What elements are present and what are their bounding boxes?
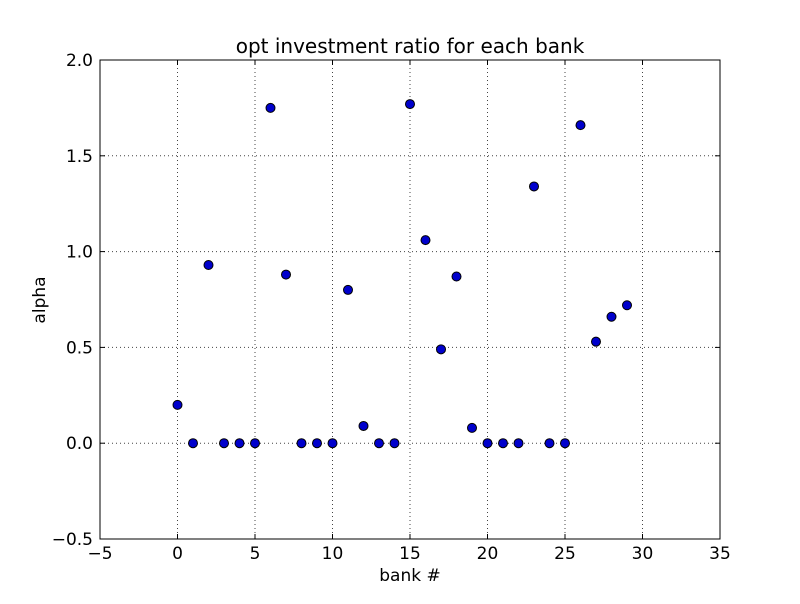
y-tick-label: 0.0 xyxy=(66,434,93,454)
data-point xyxy=(405,99,415,110)
y-tick-labels: −0.5 0.0 0.5 1.0 1.5 2.0 xyxy=(52,51,93,550)
data-point xyxy=(312,438,322,449)
data-point xyxy=(482,438,493,449)
data-point xyxy=(203,260,214,271)
data-point xyxy=(234,438,245,449)
data-point xyxy=(467,422,477,433)
data-point xyxy=(358,420,369,431)
data-point xyxy=(374,438,384,449)
x-tick-label: 5 xyxy=(250,544,261,564)
data-point xyxy=(513,438,524,449)
data-point xyxy=(529,181,539,192)
x-tick-labels: −5 0 5 10 15 20 25 30 35 xyxy=(87,544,730,564)
y-tick-label: 1.0 xyxy=(66,243,93,263)
data-point xyxy=(451,271,462,282)
x-tick-label: 25 xyxy=(554,544,576,564)
data-point xyxy=(188,438,198,449)
x-tick-label: −5 xyxy=(87,544,112,564)
data-point xyxy=(436,344,446,355)
x-tick-label: 20 xyxy=(477,544,499,564)
data-point xyxy=(622,300,632,311)
x-tick-label: 0 xyxy=(172,544,183,564)
data-point xyxy=(343,284,353,295)
x-axis-label: bank # xyxy=(379,566,440,586)
x-tick-label: 30 xyxy=(632,544,654,564)
x-tick-label: 10 xyxy=(322,544,344,564)
data-point xyxy=(219,438,229,449)
y-tick-label: 2.0 xyxy=(66,51,93,71)
data-points xyxy=(172,99,632,449)
data-point xyxy=(560,438,570,449)
data-point xyxy=(250,438,260,449)
data-point xyxy=(296,438,307,449)
plot-area xyxy=(100,60,720,539)
data-point xyxy=(591,336,601,347)
y-tick-label: 0.5 xyxy=(66,338,93,358)
x-tick-label: 35 xyxy=(709,544,731,564)
data-point xyxy=(420,235,431,246)
y-tick-label: 1.5 xyxy=(66,147,93,167)
data-point xyxy=(498,438,508,449)
y-tick-label: −0.5 xyxy=(52,530,93,550)
x-tick-label: 15 xyxy=(399,544,421,564)
data-point xyxy=(327,438,338,449)
chart-title: opt investment ratio for each bank xyxy=(236,34,585,58)
data-point xyxy=(265,102,276,113)
data-point xyxy=(281,269,291,280)
grid-lines xyxy=(100,60,720,539)
y-axis-label: alpha xyxy=(30,276,50,323)
data-point xyxy=(544,438,555,449)
data-point xyxy=(389,438,400,449)
axes-frame xyxy=(99,59,721,540)
data-point xyxy=(172,399,183,410)
data-point xyxy=(606,311,617,322)
data-point xyxy=(575,120,586,131)
